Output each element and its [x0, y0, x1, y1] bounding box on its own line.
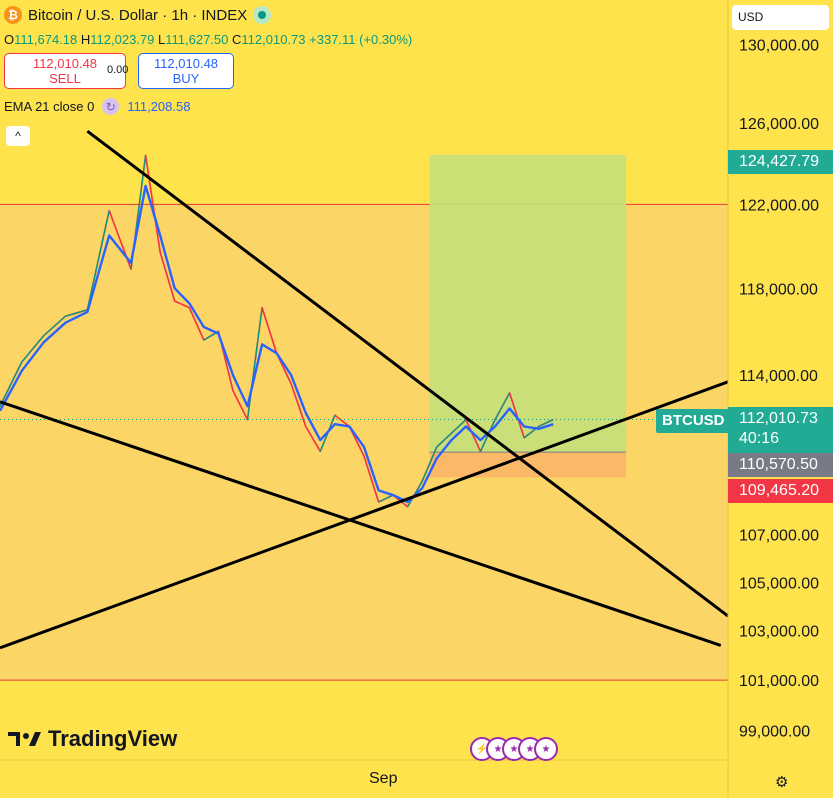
price-axis-tick: 107,000.00 — [739, 528, 819, 545]
tradingview-logo[interactable]: TradingView — [8, 726, 177, 752]
target-price-tag: 124,427.79 — [728, 150, 833, 174]
ema-value: 111,208.58 — [127, 99, 191, 114]
open-label: O — [4, 32, 15, 47]
price-segment-19 — [305, 426, 321, 452]
spread-value: 0.00 — [107, 64, 129, 76]
close-value: 112,010.73 — [241, 32, 306, 47]
price-segment-2 — [21, 335, 45, 363]
sell-price: 112,010.48 — [32, 56, 98, 71]
trendline-2 — [0, 380, 729, 650]
price-axis[interactable]: 130,000.00 126,000.00 122,000.00 118,000.00… — [739, 37, 819, 740]
price-segment-24 — [378, 494, 394, 503]
ema-legend[interactable]: EMA 21 close 0 ↻ 111,208.58 — [4, 98, 190, 115]
change-value: +337.11 (+0.30%) — [309, 32, 413, 47]
price-axis-tick: 130,000.00 — [739, 37, 819, 54]
price-axis-tick: 105,000.00 — [739, 575, 819, 592]
price-segment-27 — [421, 446, 438, 482]
target-zone — [429, 154, 627, 453]
price-segment-23 — [363, 455, 380, 503]
price-segment-33 — [508, 392, 525, 439]
trendline-layer[interactable] — [0, 129, 729, 650]
symbol-title[interactable]: Bitcoin / U.S. Dollar · 1h · INDEX — [28, 6, 248, 24]
ema-name: EMA 21 close 0 — [4, 99, 95, 114]
chevron-up-icon: ^ — [15, 129, 21, 143]
buy-button[interactable]: 112,010.48 BUY — [138, 53, 234, 89]
ohlc-readout: O111,674.18 H112,023.79 L111,627.50 C112… — [4, 32, 412, 47]
stop-price-tag: 109,465.20 — [728, 479, 833, 503]
price-axis-tick: 126,000.00 — [739, 116, 819, 133]
price-segment-32 — [494, 392, 511, 421]
bar-countdown: 40:16 — [739, 430, 780, 447]
tradingview-logo-icon — [8, 732, 41, 746]
entry-price-tag: 110,570.50 — [728, 453, 833, 477]
price-segment-10 — [174, 300, 190, 309]
trendline-0 — [86, 129, 729, 618]
buy-label: BUY — [172, 71, 200, 86]
price-axis-tick: 103,000.00 — [739, 624, 819, 641]
symbol-price-label: BTCUSD — [656, 409, 731, 433]
price-segment-5 — [86, 210, 110, 310]
price-segment-18 — [290, 383, 307, 427]
price-segment-29 — [450, 419, 467, 434]
price-segment-9 — [159, 252, 176, 302]
ema-line — [0, 184, 554, 504]
price-segment-14 — [232, 390, 249, 421]
price-segment-16 — [261, 307, 278, 354]
time-axis-label-sep: Sep — [369, 770, 398, 787]
current-price: 112,010.73 — [739, 410, 818, 427]
loading-icon: ↻ — [102, 98, 120, 115]
event-flag-icon[interactable]: ★ — [534, 737, 558, 761]
tradingview-wordmark: TradingView — [48, 726, 178, 751]
collapse-legend-button[interactable]: ^ — [6, 126, 30, 146]
price-segment-8 — [144, 155, 161, 253]
price-segment-30 — [465, 419, 482, 452]
current-price-tag: 112,010.73 40:16 — [728, 407, 833, 455]
economic-events[interactable]: ⚡ ★ ★ ★ ★ — [470, 737, 558, 761]
low-label: L — [158, 32, 166, 47]
bitcoin-icon: ₿ — [4, 6, 22, 24]
close-label: C — [232, 32, 242, 47]
low-value: 111,627.50 — [165, 32, 229, 47]
open-value: 111,674.18 — [14, 32, 78, 47]
trendline-1 — [0, 400, 722, 647]
price-segment-1 — [0, 361, 23, 407]
sell-label: SELL — [49, 71, 81, 86]
price-segment-11 — [188, 307, 205, 341]
price-segment-28 — [436, 432, 452, 448]
price-segment-4 — [65, 309, 88, 317]
symbol-header[interactable]: ₿ Bitcoin / U.S. Dollar · 1h · INDEX — [4, 6, 272, 24]
price-segment-21 — [334, 414, 350, 428]
sell-button[interactable]: 112,010.48 SELL — [4, 53, 126, 89]
price-segment-3 — [43, 315, 66, 337]
price-axis-tick: 99,000.00 — [739, 723, 810, 740]
price-axis-tick: 114,000.00 — [739, 368, 818, 385]
price-segment-35 — [538, 418, 554, 428]
price-axis-tick: 118,000.00 — [739, 281, 818, 298]
buy-price: 112,010.48 — [153, 56, 219, 71]
high-value: 112,023.79 — [90, 32, 155, 47]
market-open-icon — [253, 6, 272, 24]
currency-select[interactable]: USD — [732, 5, 829, 30]
settings-icon[interactable]: ⚙ — [775, 774, 789, 791]
price-axis-tick: 101,000.00 — [739, 673, 819, 690]
high-label: H — [80, 32, 91, 47]
price-axis-tick: 122,000.00 — [739, 197, 819, 214]
